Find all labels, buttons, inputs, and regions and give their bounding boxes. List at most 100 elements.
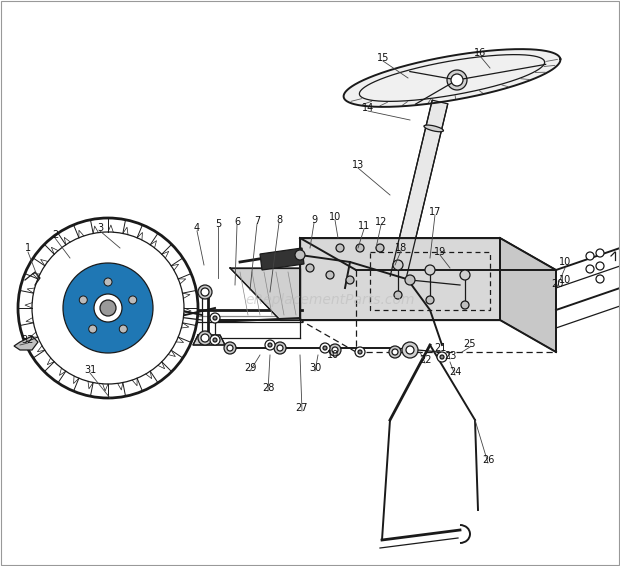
Circle shape [393,260,403,270]
Text: 15: 15 [377,53,389,63]
Circle shape [104,278,112,286]
Polygon shape [390,100,448,280]
Circle shape [70,270,146,346]
Polygon shape [500,238,556,352]
Circle shape [376,244,384,252]
Circle shape [63,263,153,353]
Circle shape [198,285,212,299]
Text: eReplacementParts.com: eReplacementParts.com [246,293,415,307]
Text: 4: 4 [194,223,200,233]
Circle shape [336,244,344,252]
Circle shape [224,342,236,354]
Text: 24: 24 [449,367,461,377]
Text: 18: 18 [395,243,407,253]
Circle shape [274,342,286,354]
Text: 1: 1 [25,243,31,253]
Polygon shape [343,49,560,107]
Text: 7: 7 [254,216,260,226]
Text: 30: 30 [309,363,321,373]
Circle shape [227,345,233,351]
Circle shape [268,343,272,347]
Polygon shape [300,238,556,270]
Circle shape [295,250,305,260]
Text: 10: 10 [559,257,571,267]
Circle shape [277,345,283,351]
Circle shape [18,218,198,398]
Circle shape [402,342,418,358]
Text: 29: 29 [244,363,256,373]
Text: 22: 22 [418,355,432,365]
Circle shape [32,232,184,384]
Circle shape [426,296,434,304]
Circle shape [405,275,415,285]
Text: 2: 2 [52,230,58,240]
Text: 10: 10 [559,275,571,285]
Circle shape [119,325,127,333]
Circle shape [323,346,327,350]
Circle shape [389,346,401,358]
Text: 5: 5 [215,219,221,229]
Polygon shape [193,335,225,345]
Text: 10: 10 [329,212,341,222]
Circle shape [358,350,362,354]
Circle shape [461,301,469,309]
Circle shape [586,265,594,273]
Text: 13: 13 [352,160,364,170]
Text: 31: 31 [84,365,96,375]
Text: 8: 8 [276,215,282,225]
Text: 19: 19 [434,247,446,257]
Circle shape [210,313,220,323]
Text: 20: 20 [551,279,563,289]
Circle shape [596,262,604,270]
Circle shape [89,325,97,333]
Circle shape [213,316,217,320]
Circle shape [94,294,122,322]
Ellipse shape [424,125,443,132]
Circle shape [596,249,604,257]
Polygon shape [300,238,500,320]
Circle shape [329,344,341,356]
Polygon shape [260,248,304,270]
Text: 25: 25 [464,339,476,349]
Circle shape [440,355,444,359]
Text: 32: 32 [22,335,34,345]
Circle shape [326,271,334,279]
Text: 9: 9 [311,215,317,225]
Circle shape [425,265,435,275]
Text: 23: 23 [444,351,456,361]
Circle shape [79,296,87,304]
Circle shape [447,70,467,90]
Circle shape [265,340,275,350]
Text: 28: 28 [262,383,274,393]
Circle shape [201,334,209,342]
Circle shape [451,74,463,86]
Circle shape [586,252,594,260]
Circle shape [129,296,137,304]
Circle shape [460,270,470,280]
Text: 26: 26 [482,455,494,465]
Text: 3: 3 [97,223,103,233]
Circle shape [86,286,130,330]
Text: 10: 10 [327,350,339,360]
Circle shape [320,343,330,353]
Circle shape [346,276,354,284]
Circle shape [394,291,402,299]
Circle shape [332,347,338,353]
Circle shape [210,335,220,345]
Text: 12: 12 [375,217,387,227]
Text: 11: 11 [358,221,370,231]
Circle shape [437,352,447,362]
Circle shape [356,244,364,252]
Text: 6: 6 [234,217,240,227]
Circle shape [100,300,116,316]
Circle shape [392,349,398,355]
Circle shape [213,338,217,342]
Text: 14: 14 [362,103,374,113]
Circle shape [596,275,604,283]
Circle shape [198,331,212,345]
Text: 17: 17 [429,207,441,217]
Text: 27: 27 [296,403,308,413]
Circle shape [201,288,209,296]
Text: 16: 16 [474,48,486,58]
Polygon shape [14,336,38,350]
